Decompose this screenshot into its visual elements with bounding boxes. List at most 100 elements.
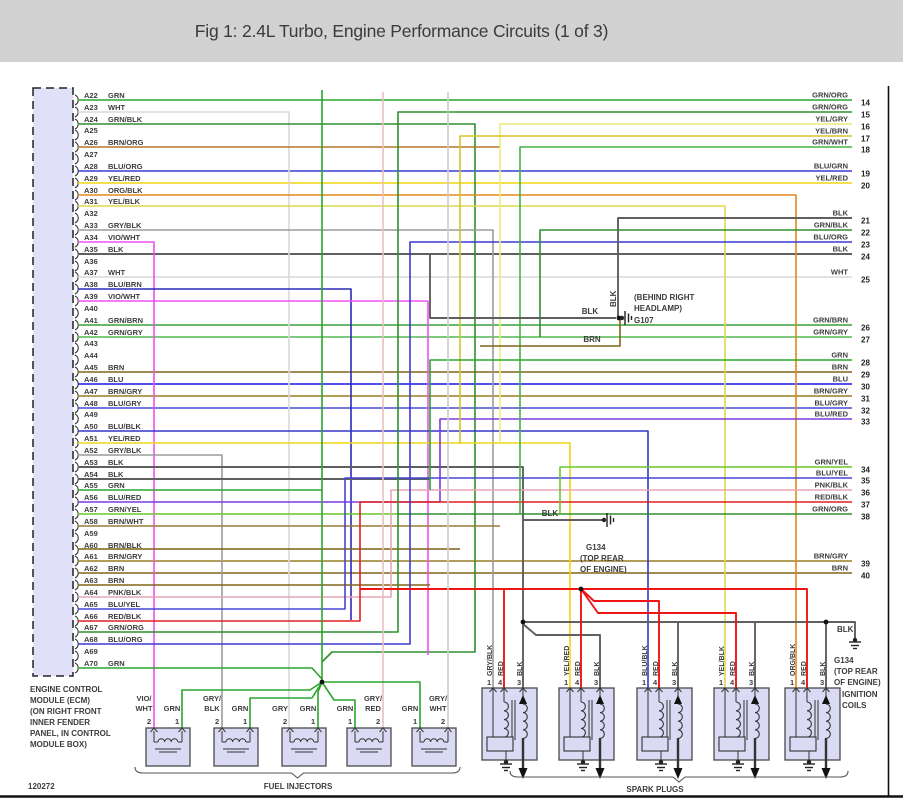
spark-plug-arrow-icon xyxy=(518,768,528,779)
coil-wire-label: RED xyxy=(575,661,582,676)
injector-wire-label: GRN xyxy=(337,704,354,713)
coil-primary-winding-icon xyxy=(735,701,741,738)
ecm-pin-contact xyxy=(74,662,79,674)
coil-module xyxy=(641,736,669,752)
coil-arrow-icon xyxy=(751,695,759,704)
wire-GRN xyxy=(249,681,323,728)
ecm-pin-contact xyxy=(74,366,79,378)
pin-id: A32 xyxy=(84,209,98,218)
annotation: G134 xyxy=(834,656,854,665)
pin-id: A30 xyxy=(84,186,98,195)
wire-VIO-WHT xyxy=(78,300,429,655)
ecm-pin-contact xyxy=(74,378,79,390)
right-exit-number: 23 xyxy=(861,241,870,250)
ecm-pin-contact xyxy=(74,129,79,141)
ecm-pin-contact xyxy=(74,118,79,130)
pin-wire-color: BRN xyxy=(108,564,124,573)
right-exit-number: 40 xyxy=(861,572,870,581)
injector-wire-label: GRY/ xyxy=(364,694,383,703)
coil-pin-number: 3 xyxy=(820,678,824,687)
ecm-pin-contact xyxy=(74,591,79,603)
right-exit-color: YEL/RED xyxy=(815,174,848,183)
pin-wire-color: GRN/ORG xyxy=(108,623,144,632)
coil-secondary-winding-icon xyxy=(754,703,760,739)
wire-YEL-BRN xyxy=(459,135,852,443)
pin-id: A42 xyxy=(84,328,98,337)
ecm-pin-contact xyxy=(74,200,79,212)
wire-GRN-YEL xyxy=(559,466,852,514)
coil-pin-number: 1 xyxy=(719,678,723,687)
pin-wire-color: BRN/WHT xyxy=(108,517,144,526)
pin-wire-color: BLU/RED xyxy=(108,493,142,502)
pin-arrow-icon xyxy=(444,727,452,733)
coil-primary-winding-icon xyxy=(580,701,586,738)
right-exit-color: WHT xyxy=(831,268,848,277)
right-exit-number: 32 xyxy=(861,407,870,416)
pin-arrow-icon xyxy=(416,727,424,733)
annotation: BLK xyxy=(837,625,854,634)
coil-ground xyxy=(580,759,586,765)
right-exit-number: 14 xyxy=(861,99,870,108)
ecm-pin-contact xyxy=(74,165,79,177)
ecm-pin-contact xyxy=(74,413,79,425)
wire-BLU-RED xyxy=(78,418,852,503)
spark-plug-arrow-icon xyxy=(821,768,831,779)
right-exit-number: 31 xyxy=(861,395,870,404)
wire-GRN xyxy=(181,681,323,728)
pin-wire-color: RED/BLK xyxy=(108,612,142,621)
coil-ground xyxy=(806,759,812,765)
injector-pin-number: 1 xyxy=(348,717,352,726)
pin-wire-color: WHT xyxy=(108,103,125,112)
G134-ground-2 xyxy=(852,637,858,643)
ecm-pin-contact xyxy=(74,484,79,496)
ecm-pin-contact xyxy=(74,342,79,354)
coil-wire-label: ORG/BLK xyxy=(790,644,797,676)
right-exit-number: 17 xyxy=(861,135,870,144)
right-exit-number: 21 xyxy=(861,217,870,226)
wire-GRN-BLK xyxy=(539,229,852,337)
wire-GRN xyxy=(78,667,323,680)
spark-plug-arrow-icon xyxy=(595,768,605,779)
coil-wire-label: RED xyxy=(801,661,808,676)
ecm-pin-contact xyxy=(74,271,79,283)
wire-BLU-ORG xyxy=(78,241,852,645)
ecm-pin-contact xyxy=(74,177,79,189)
G134-ground-1 xyxy=(601,517,607,523)
coil-ground xyxy=(503,759,509,765)
right-exit-color: GRN/WHT xyxy=(812,138,848,147)
pin-id: A55 xyxy=(84,481,98,490)
ecm-pin-contact xyxy=(74,307,79,319)
right-exit-number: 27 xyxy=(861,336,870,345)
ecm-pin-contact xyxy=(74,224,79,236)
ecm-pin-contact xyxy=(74,331,79,343)
pin-wire-color: VIO/WHT xyxy=(108,233,140,242)
right-exit-color: YEL/GRY xyxy=(815,115,848,124)
pin-id: A49 xyxy=(84,410,98,419)
coil-arrow-icon xyxy=(674,695,682,704)
annotation: (TOP REAR xyxy=(580,554,624,563)
right-exit-color: YEL/BRN xyxy=(815,127,848,136)
pin-id: A26 xyxy=(84,138,98,147)
wire-YEL-RED xyxy=(78,442,571,688)
right-exit-number: 37 xyxy=(861,501,870,510)
ecm-pin-contact xyxy=(74,390,79,402)
junction-dot xyxy=(823,619,829,625)
pin-wire-color: VIO/WHT xyxy=(108,292,140,301)
ecm-connector xyxy=(32,87,74,677)
pin-id: A22 xyxy=(84,91,98,100)
coil-pin-number: 4 xyxy=(653,678,658,687)
injector-wire-label: GRY xyxy=(272,704,288,713)
pin-id: A35 xyxy=(84,245,98,254)
G107-ground xyxy=(619,315,625,321)
group-label: SPARK PLUGS xyxy=(626,785,684,794)
pin-wire-color: ORG/BLK xyxy=(108,186,143,195)
ecm-pin-contact xyxy=(74,437,79,449)
right-exit-number: 22 xyxy=(861,229,870,238)
ecm-pin-contact xyxy=(74,189,79,201)
wire-GRN xyxy=(322,681,421,728)
ecm-pin-contact xyxy=(74,94,79,106)
ecm-pin-contact xyxy=(74,555,79,567)
ecm-pin-contact xyxy=(74,153,79,165)
injector-wire-label: GRN xyxy=(402,704,419,713)
coil-pin-number: 3 xyxy=(749,678,753,687)
